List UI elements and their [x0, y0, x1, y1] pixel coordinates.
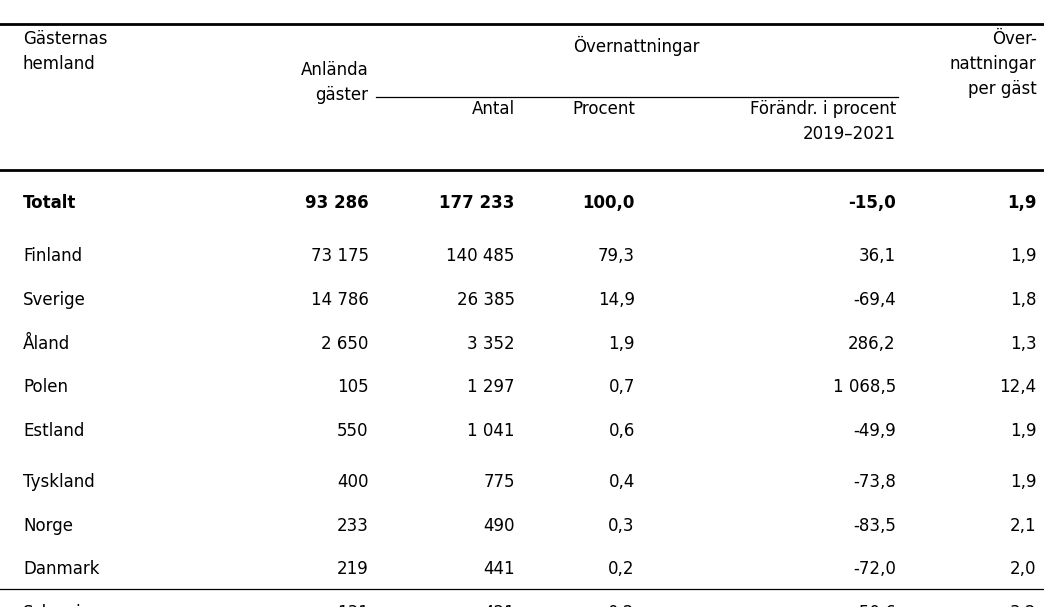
Text: 14 786: 14 786	[311, 291, 369, 309]
Text: 233: 233	[336, 517, 369, 535]
Text: 100,0: 100,0	[583, 194, 635, 212]
Text: 0,3: 0,3	[609, 517, 635, 535]
Text: Procent: Procent	[572, 100, 635, 118]
Text: 3 352: 3 352	[467, 334, 515, 353]
Text: 441: 441	[483, 560, 515, 578]
Text: -15,0: -15,0	[848, 194, 896, 212]
Text: -50,6: -50,6	[853, 604, 896, 607]
Text: 2 650: 2 650	[322, 334, 369, 353]
Text: 3,2: 3,2	[1010, 604, 1037, 607]
Text: 400: 400	[337, 473, 369, 491]
Text: Totalt: Totalt	[23, 194, 76, 212]
Text: 131: 131	[336, 604, 369, 607]
Text: 177 233: 177 233	[440, 194, 515, 212]
Text: 140 485: 140 485	[447, 247, 515, 265]
Text: 1,3: 1,3	[1010, 334, 1037, 353]
Text: Åland: Åland	[23, 334, 70, 353]
Text: 0,7: 0,7	[609, 378, 635, 396]
Text: -73,8: -73,8	[853, 473, 896, 491]
Text: Gästernas
hemland: Gästernas hemland	[23, 30, 108, 73]
Text: 1 041: 1 041	[468, 422, 515, 440]
Text: 1,9: 1,9	[1007, 194, 1037, 212]
Text: Övernattningar: Övernattningar	[573, 36, 701, 56]
Text: Estland: Estland	[23, 422, 85, 440]
Text: Tyskland: Tyskland	[23, 473, 95, 491]
Text: 12,4: 12,4	[999, 378, 1037, 396]
Text: 219: 219	[337, 560, 369, 578]
Text: 775: 775	[483, 473, 515, 491]
Text: Över-
nattningar
per gäst: Över- nattningar per gäst	[950, 30, 1037, 98]
Text: 286,2: 286,2	[848, 334, 896, 353]
Text: 93 286: 93 286	[305, 194, 369, 212]
Text: -72,0: -72,0	[853, 560, 896, 578]
Text: 550: 550	[337, 422, 369, 440]
Text: Polen: Polen	[23, 378, 68, 396]
Text: Schweiz: Schweiz	[23, 604, 91, 607]
Text: Förändr. i procent
2019–2021: Förändr. i procent 2019–2021	[750, 100, 896, 143]
Text: 490: 490	[483, 517, 515, 535]
Text: Norge: Norge	[23, 517, 73, 535]
Text: 105: 105	[337, 378, 369, 396]
Text: Anlända
gäster: Anlända gäster	[301, 61, 369, 104]
Text: Sverige: Sverige	[23, 291, 86, 309]
Text: Antal: Antal	[472, 100, 515, 118]
Text: 421: 421	[483, 604, 515, 607]
Text: -69,4: -69,4	[853, 291, 896, 309]
Text: 1,9: 1,9	[1011, 422, 1037, 440]
Text: 1 068,5: 1 068,5	[832, 378, 896, 396]
Text: Danmark: Danmark	[23, 560, 99, 578]
Text: 1,9: 1,9	[1011, 247, 1037, 265]
Text: Finland: Finland	[23, 247, 82, 265]
Text: 2,0: 2,0	[1011, 560, 1037, 578]
Text: 1,9: 1,9	[609, 334, 635, 353]
Text: 2,1: 2,1	[1010, 517, 1037, 535]
Text: 36,1: 36,1	[858, 247, 896, 265]
Text: 0,6: 0,6	[609, 422, 635, 440]
Text: 1 297: 1 297	[468, 378, 515, 396]
Text: 0,4: 0,4	[609, 473, 635, 491]
Text: 79,3: 79,3	[598, 247, 635, 265]
Text: 0,2: 0,2	[609, 560, 635, 578]
Text: -83,5: -83,5	[853, 517, 896, 535]
Text: 73 175: 73 175	[310, 247, 369, 265]
Text: 26 385: 26 385	[456, 291, 515, 309]
Text: 1,8: 1,8	[1011, 291, 1037, 309]
Text: -49,9: -49,9	[853, 422, 896, 440]
Text: 1,9: 1,9	[1011, 473, 1037, 491]
Text: 14,9: 14,9	[598, 291, 635, 309]
Text: 0,2: 0,2	[609, 604, 635, 607]
